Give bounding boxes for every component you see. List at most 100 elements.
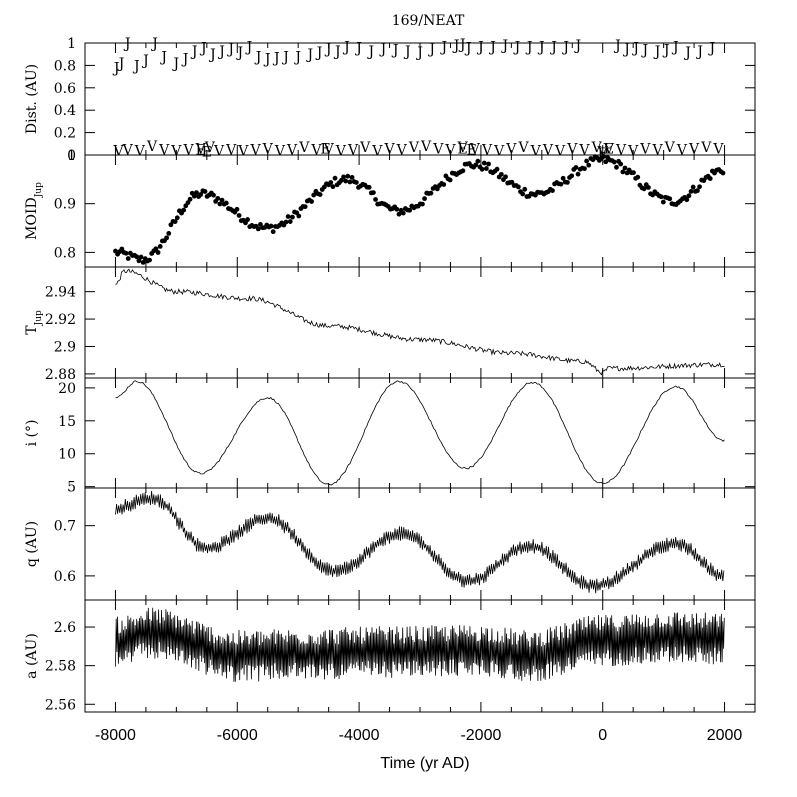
- marker-J: J: [324, 42, 332, 58]
- data-point: [147, 257, 152, 263]
- marker-J: J: [427, 42, 435, 58]
- marker-V: V: [182, 142, 194, 158]
- data-point: [394, 206, 400, 212]
- marker-V: V: [170, 144, 182, 160]
- marker-J: J: [263, 52, 271, 68]
- y-tick-label: 0.6: [54, 569, 76, 585]
- marker-J: J: [199, 40, 207, 56]
- marker-J: J: [141, 53, 149, 69]
- marker-V: V: [603, 141, 615, 157]
- data-point: [407, 207, 413, 213]
- data-point: [236, 213, 242, 218]
- marker-V: V: [457, 140, 469, 156]
- data-point: [285, 214, 291, 219]
- data-point: [140, 259, 146, 265]
- marker-V: V: [639, 141, 651, 157]
- marker-J: J: [525, 39, 533, 55]
- y-tick-label: 0.6: [54, 81, 76, 97]
- marker-J: J: [500, 38, 508, 54]
- data-point: [347, 179, 353, 185]
- marker-J: J: [112, 61, 120, 77]
- y-tick-label: 0: [67, 148, 76, 164]
- marker-J: J: [150, 36, 158, 52]
- marker-V: V: [651, 142, 663, 158]
- marker-V: V: [396, 142, 408, 158]
- data-point: [483, 166, 489, 171]
- data-point: [582, 166, 587, 172]
- marker-E: E: [598, 146, 608, 162]
- data-point: [268, 223, 274, 229]
- marker-J: J: [293, 49, 301, 65]
- data-point: [660, 199, 666, 205]
- data-point: [270, 229, 276, 235]
- marker-J: J: [671, 39, 679, 55]
- data-point: [695, 188, 700, 194]
- data-point: [155, 250, 161, 255]
- x-tick-label: 0: [598, 727, 607, 744]
- data-point: [157, 244, 163, 249]
- marker-J: J: [217, 44, 225, 60]
- data-point: [584, 158, 589, 164]
- data-point: [202, 189, 208, 194]
- marker-V: V: [146, 139, 158, 155]
- data-point: [309, 199, 314, 204]
- marker-J: J: [622, 42, 630, 58]
- marker-J: J: [379, 42, 387, 58]
- marker-J: J: [272, 51, 280, 67]
- data-point: [494, 166, 500, 172]
- marker-J: J: [366, 44, 374, 60]
- marker-V: V: [554, 144, 566, 160]
- x-tick-label: -2000: [460, 727, 501, 744]
- y-tick-label: 0.7: [54, 519, 76, 535]
- marker-V: V: [676, 142, 688, 158]
- data-point: [125, 256, 131, 261]
- y-axis-label: a (AU): [24, 633, 40, 679]
- marker-V: V: [664, 140, 676, 156]
- marker-V: V: [383, 141, 395, 157]
- marker-J: J: [306, 47, 314, 63]
- marker-J: J: [662, 43, 670, 59]
- marker-J: J: [452, 38, 460, 54]
- y-tick-label: 2.58: [45, 659, 76, 675]
- y-tick-label: 2.92: [45, 312, 76, 328]
- marker-J: J: [342, 39, 350, 55]
- marker-J: J: [190, 44, 198, 60]
- marker-J: J: [488, 39, 496, 55]
- panel-a: 2.56 2.58 2.6 a (AU): [24, 599, 756, 713]
- marker-J: J: [695, 44, 703, 60]
- data-point: [366, 184, 372, 190]
- y-tick-label: 0.8: [54, 245, 76, 261]
- data-point: [311, 192, 317, 198]
- data-point: [420, 201, 425, 207]
- data-point: [618, 161, 624, 167]
- data-point: [658, 194, 664, 200]
- y-axis-label: TJup: [24, 310, 44, 335]
- marker-J: J: [159, 49, 167, 65]
- data-point: [447, 177, 453, 183]
- data-point: [720, 170, 726, 176]
- data-point: [520, 191, 526, 197]
- marker-V: V: [122, 142, 134, 158]
- marker-V: V: [274, 144, 286, 160]
- marker-J: J: [315, 45, 323, 61]
- y-tick-label: 10: [58, 447, 76, 463]
- marker-J: J: [476, 39, 484, 55]
- data-point: [181, 207, 187, 213]
- marker-J: J: [574, 38, 582, 54]
- data-point: [234, 206, 240, 212]
- data-point: [569, 173, 575, 179]
- x-tick-label: -8000: [95, 727, 136, 744]
- data-point: [174, 215, 180, 221]
- data-point: [565, 179, 570, 185]
- data-point: [255, 226, 261, 232]
- data-point: [245, 217, 251, 222]
- data-point: [353, 180, 359, 185]
- chart-title: 169/NEAT: [392, 13, 465, 29]
- data-point: [573, 165, 579, 170]
- data-point: [287, 219, 293, 224]
- data-point: [191, 193, 197, 199]
- marker-E: E: [458, 141, 468, 157]
- x-tick-label: -6000: [217, 727, 258, 744]
